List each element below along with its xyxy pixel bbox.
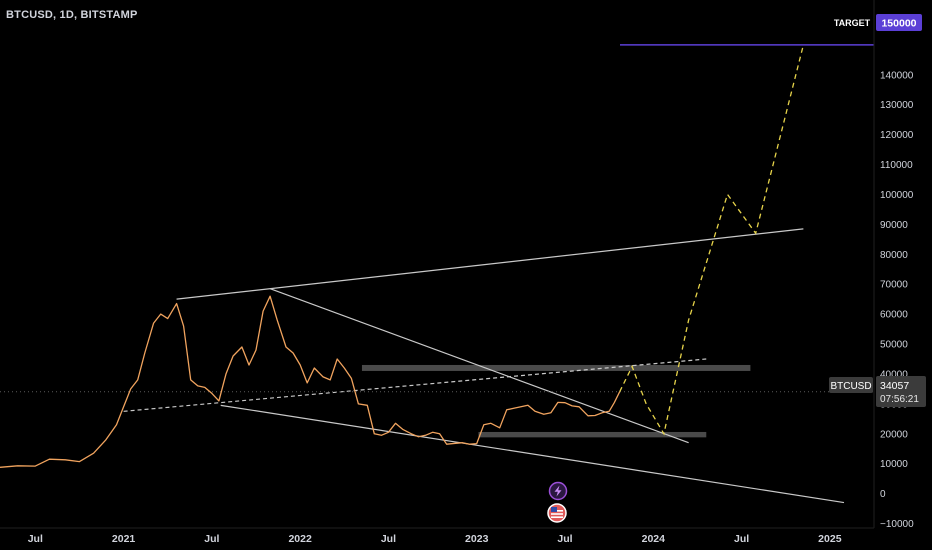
price-tick-label: 100000 [880,190,914,201]
current-price-badge [876,376,926,407]
price-tick-label: 50000 [880,340,908,351]
price-tick-label: 40000 [880,369,908,380]
target-value-badge [876,14,922,31]
price-tick-label: 90000 [880,220,908,231]
trendline-2 [220,404,845,504]
time-tick-label: Jul [28,533,43,545]
price-tick-label: 110000 [880,160,913,171]
price-tick-label: 70000 [880,280,908,291]
price-tick-label: 0 [880,489,886,500]
time-tick-label: 2023 [465,533,489,545]
target-label: TARGET [834,18,871,28]
price-tick-label: 10000 [880,459,908,470]
trendline-1 [269,288,689,444]
trendlines [123,228,845,504]
zone-1 [478,431,707,438]
projection-path-line [619,44,805,436]
current-price-value: 34057 [880,380,909,392]
lightning-icon[interactable] [548,481,568,501]
price-tick-label: 60000 [880,310,908,321]
trendline-0 [176,228,804,300]
us-flag-icon[interactable] [547,503,567,523]
price-tick-label: 130000 [880,100,914,111]
price-series-line [0,295,621,468]
time-tick-label: 2025 [818,533,842,545]
time-tick-label: 2021 [112,533,136,545]
symbol-badge [829,377,873,393]
time-axis[interactable]: Jul 2021 Jul 2022 Jul 2023 Jul 2024 Jul 2025 [28,533,842,545]
time-tick-label: 2024 [642,533,666,545]
time-tick-label: Jul [557,533,572,545]
zone-0 [361,364,751,371]
price-tick-label: −10000 [880,519,914,530]
bar-countdown: 07:56:21 [880,394,919,405]
price-tick-label: 120000 [880,130,914,141]
time-tick-label: 2022 [288,533,312,545]
symbol-badge-label: BTCUSD [830,381,871,392]
target-label-bg [828,15,872,29]
target-value: 150000 [881,18,916,30]
price-tick-label: 20000 [880,429,908,440]
symbol-title: BTCUSD, 1D, BITSTAMP [6,9,138,21]
time-tick-label: Jul [734,533,749,545]
price-tick-label: 140000 [880,70,914,81]
price-tick-label: 80000 [880,250,908,261]
support-resistance-zones [361,364,751,438]
time-tick-label: Jul [381,533,396,545]
time-tick-label: Jul [204,533,219,545]
